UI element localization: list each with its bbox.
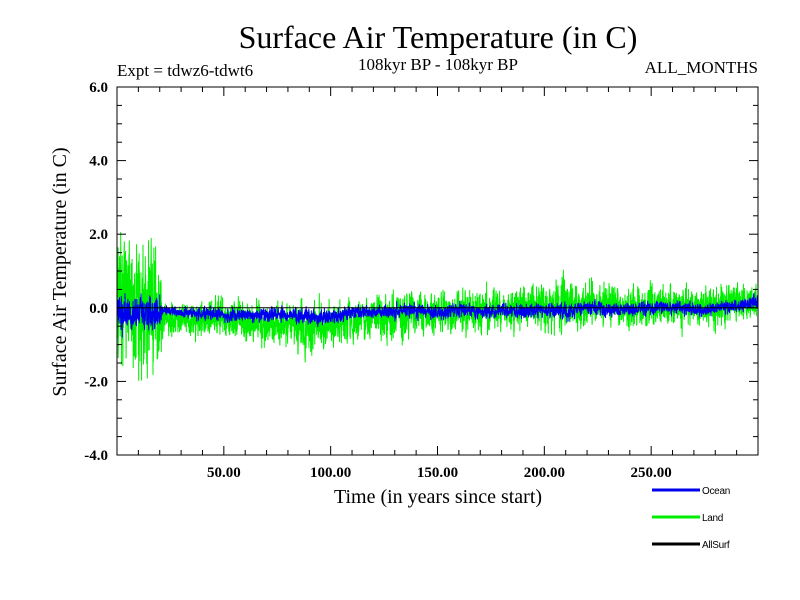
y-tick-label: -2.0 [84,374,108,390]
series-line-land [117,232,758,381]
y-axis-title: Surface Air Temperature (in C) [49,147,71,396]
y-tick-label: 2.0 [89,227,108,243]
axes: 50.00 100.00 150.00 200.00 250.00 -4.0 -2.0 0.0… [84,80,759,481]
series-line-ocean [117,292,758,338]
x-tick-label: 50.00 [207,465,241,481]
x-tick-label: 150.00 [417,465,458,481]
period-label: 108kyr BP - 108kyr BP [358,55,518,74]
legend: Ocean Land AllSurf [652,486,730,551]
x-tick-label: 100.00 [310,465,351,481]
plot-frame [116,86,759,456]
experiment-label: Expt = tdwz6-tdwt6 [117,61,253,80]
x-tick-label: 200.00 [524,465,565,481]
months-label: ALL_MONTHS [645,58,758,77]
x-axis-title: Time (in years since start) [334,486,542,508]
legend-label-allsurf: AllSurf [702,540,730,551]
series-group [117,232,758,381]
y-tick-label: 4.0 [89,154,108,170]
y-tick-label: 0.0 [89,301,108,317]
plot-area [117,232,758,381]
y-tick-label: 6.0 [89,80,108,96]
y-tick-label: -4.0 [84,448,108,464]
legend-label-land: Land [702,513,723,524]
x-tick-label: 250.00 [631,465,672,481]
legend-label-ocean: Ocean [702,486,730,497]
chart-title: Surface Air Temperature (in C) [239,19,638,55]
